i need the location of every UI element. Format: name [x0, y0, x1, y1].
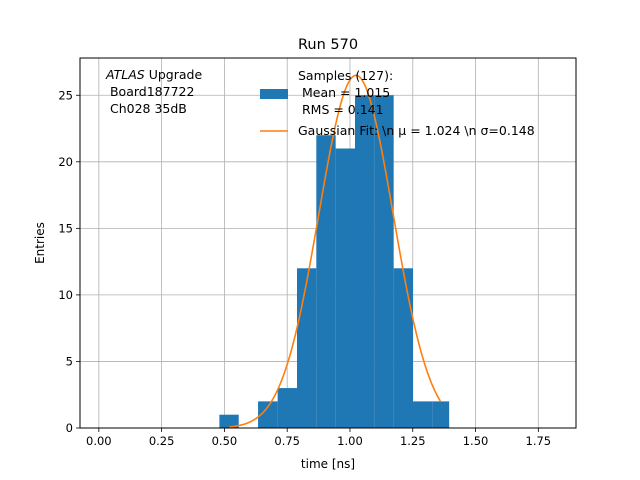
fit-curve-group: [229, 74, 442, 428]
y-tick-label: 20: [58, 155, 73, 169]
y-axis-ticks: 0 5 10 15 20 25: [58, 88, 80, 435]
x-tick-label: 0.00: [86, 434, 112, 448]
x-tick-label: 0.25: [149, 434, 175, 448]
annotation-line-1: ATLAS Upgrade: [105, 67, 202, 82]
histogram-bar: [277, 388, 297, 428]
y-tick-label: 10: [58, 288, 73, 302]
y-tick-label: 15: [58, 221, 73, 235]
plot-frame: [79, 57, 577, 429]
gaussian-fit-curve: [229, 74, 442, 428]
annotation-line-3: Ch028 35dB: [106, 101, 187, 116]
chart-title: Run 570: [298, 37, 358, 53]
x-tick-label: 1.50: [463, 434, 489, 448]
atlas-annotation: ATLAS Upgrade Board187722 Ch028 35dB: [105, 67, 202, 116]
annotation-line-2: Board187722: [106, 84, 194, 99]
x-tick-label: 1.75: [526, 434, 552, 448]
y-axis-label: Entries: [33, 222, 47, 264]
legend-histogram-line-2: Mean = 1.015: [298, 85, 390, 100]
histogram-bar: [258, 401, 278, 428]
y-tick-label: 5: [66, 354, 73, 368]
y-tick-label: 25: [58, 88, 73, 102]
histogram-bar: [354, 95, 375, 429]
legend-histogram-swatch: [260, 89, 288, 99]
histogram-bars: [219, 95, 450, 429]
histogram-bar: [374, 95, 394, 429]
histogram-bar: [219, 414, 239, 428]
x-tick-label: 0.50: [212, 434, 238, 448]
x-axis-ticks: 0.00 0.25 0.50 0.75 1.00 1.25 1.50 1.75: [86, 428, 551, 448]
legend-fit-label: Gaussian Fit: \n μ = 1.024 \n σ=0.148: [298, 123, 535, 138]
histogram-bar: [335, 148, 355, 428]
x-tick-label: 1.00: [337, 434, 363, 448]
histogram-bar: [432, 401, 450, 428]
legend-histogram-line-1: Samples (127):: [298, 68, 393, 83]
x-tick-label: 0.75: [274, 434, 300, 448]
histogram-bar: [393, 268, 414, 428]
x-axis-label: time [ns]: [301, 457, 355, 471]
y-tick-label: 0: [66, 421, 73, 435]
legend-histogram-line-3: RMS = 0.141: [298, 102, 384, 117]
legend: Samples (127): Mean = 1.015 RMS = 0.141 …: [260, 68, 535, 138]
histogram-bar: [316, 135, 336, 428]
histogram-bar: [413, 401, 433, 428]
annotation-upgrade: Upgrade: [145, 67, 203, 82]
x-tick-label: 1.25: [400, 434, 426, 448]
annotation-atlas: ATLAS: [105, 67, 145, 82]
histogram-bar: [296, 268, 317, 428]
